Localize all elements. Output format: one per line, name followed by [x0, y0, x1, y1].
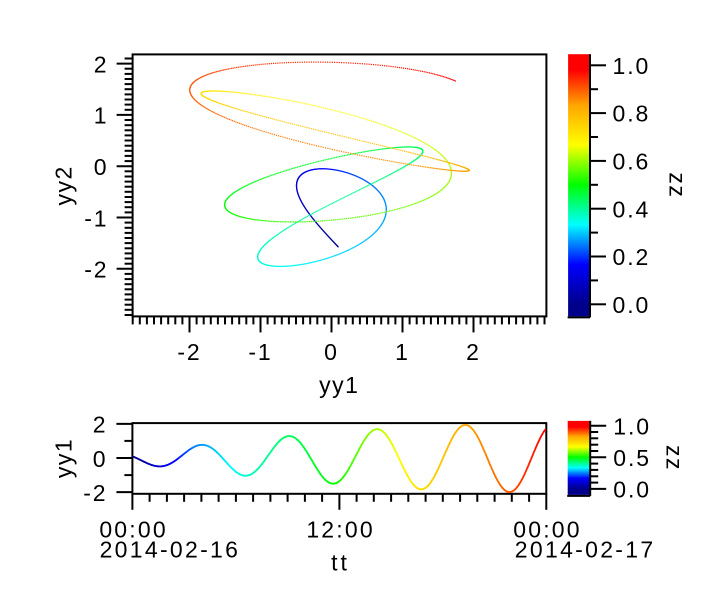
svg-text:2: 2 [93, 412, 108, 438]
svg-text:0.0: 0.0 [613, 477, 651, 503]
svg-text:0.0: 0.0 [613, 292, 651, 318]
svg-text:yy1: yy1 [319, 372, 359, 398]
svg-text:0.8: 0.8 [613, 101, 651, 127]
svg-text:0: 0 [94, 154, 109, 180]
svg-text:-2: -2 [83, 480, 107, 506]
svg-text:0.5: 0.5 [613, 445, 651, 471]
svg-text:-2: -2 [177, 339, 201, 365]
svg-text:2014-02-16: 2014-02-16 [100, 537, 241, 563]
svg-text:2: 2 [466, 339, 481, 365]
svg-text:1: 1 [94, 103, 109, 129]
svg-text:12:00: 12:00 [306, 517, 375, 543]
svg-text:-1: -1 [248, 339, 272, 365]
svg-text:yy2: yy2 [51, 165, 77, 205]
svg-text:00:00: 00:00 [513, 517, 582, 543]
svg-text:yy1: yy1 [51, 438, 77, 478]
svg-text:2014-02-17: 2014-02-17 [515, 537, 656, 563]
svg-text:0.4: 0.4 [613, 196, 651, 222]
svg-text:-2: -2 [84, 257, 108, 283]
svg-text:2: 2 [94, 51, 109, 77]
svg-text:0: 0 [324, 339, 339, 365]
svg-text:0: 0 [93, 446, 108, 472]
svg-text:0.6: 0.6 [613, 149, 651, 175]
svg-text:zz: zz [662, 445, 688, 471]
svg-text:0.2: 0.2 [613, 244, 651, 270]
svg-text:00:00: 00:00 [99, 517, 168, 543]
svg-text:1: 1 [395, 339, 410, 365]
svg-text:tt: tt [331, 550, 350, 576]
svg-text:1.0: 1.0 [613, 413, 651, 439]
svg-text:-1: -1 [84, 205, 108, 231]
svg-text:1.0: 1.0 [613, 53, 651, 79]
svg-text:zz: zz [665, 172, 691, 198]
